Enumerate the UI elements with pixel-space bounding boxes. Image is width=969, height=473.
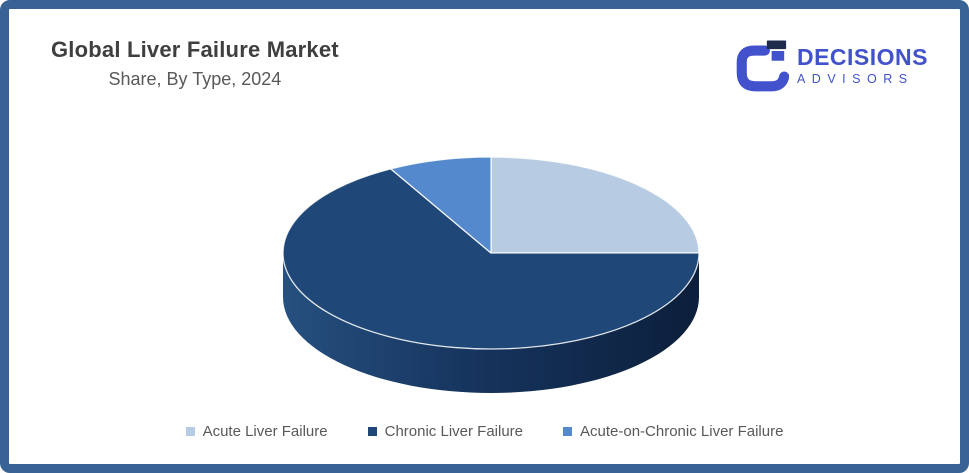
legend-marker-chronic [367, 427, 377, 436]
legend-label-chronic: Chronic Liver Failure [384, 423, 524, 440]
title-block: Global Liver Failure Market Share, By Ty… [51, 37, 339, 90]
legend-marker-acute-on-chronic [563, 427, 573, 436]
legend-label-acute-on-chronic: Acute-on-Chronic Liver Failure [580, 423, 784, 440]
brand-g-icon [736, 40, 789, 92]
brand-logo: DECISIONS ADVISORS [735, 37, 928, 95]
legend-label-acute: Acute Liver Failure [202, 423, 328, 440]
legend-item-chronic: Chronic Liver Failure [367, 423, 524, 440]
brand-subname: ADVISORS [796, 72, 914, 87]
brand-name: DECISIONS [796, 44, 928, 71]
pie-chart [282, 156, 700, 393]
brand-icon-cap [766, 40, 787, 50]
legend-item-acute: Acute Liver Failure [185, 423, 328, 440]
pie-side-wall [283, 253, 699, 393]
chart-legend: Acute Liver Failure Chronic Liver Failur… [9, 423, 960, 440]
legend-marker-acute [185, 427, 195, 436]
pie-slice-acute-liver-failure [490, 156, 700, 254]
page-subtitle: Share, By Type, 2024 [108, 69, 282, 89]
page-title: Global Liver Failure Market [51, 37, 339, 62]
legend-item-acute-on-chronic: Acute-on-Chronic Liver Failure [563, 423, 783, 440]
pie-slice-acute-on-chronic-liver-failure [390, 156, 492, 254]
pie-slice-chronic-liver-failure [282, 168, 700, 350]
brand-wordmark: DECISIONS ADVISORS [797, 46, 928, 86]
